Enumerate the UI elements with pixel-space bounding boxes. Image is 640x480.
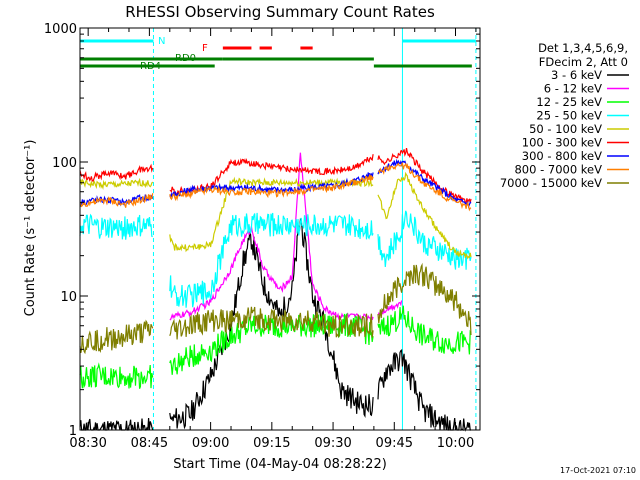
legend-entry-label: 6 - 12 keV <box>544 82 602 96</box>
x-tick-label: 08:45 <box>131 436 168 451</box>
legend-entry-label: 100 - 300 keV <box>522 136 602 150</box>
x-axis-label: Start Time (04-May-04 08:28:22) <box>173 457 387 472</box>
footer-timestamp: 17-Oct-2021 07:10 <box>560 466 636 475</box>
series-line <box>79 210 472 308</box>
series-line <box>79 147 472 206</box>
series-line <box>79 171 472 260</box>
x-tick-label: 09:15 <box>253 436 290 451</box>
x-tick-label: 10:00 <box>437 436 474 451</box>
x-tick-label: 09:00 <box>192 436 229 451</box>
flag-label: N <box>158 36 165 47</box>
y-tick-label: 10 <box>60 290 77 305</box>
axes: 1 10 100 1000 08:30 08:45 09:00 09:15 09:30 09:45… <box>44 22 481 451</box>
chart-title: RHESSI Observing Summary Count Rates <box>125 3 435 21</box>
legend-entry-label: 300 - 800 keV <box>522 149 602 163</box>
y-tick-label: 100 <box>52 156 77 171</box>
flag-label: RD0 <box>175 53 196 64</box>
legend-entry-label: 50 - 100 keV <box>529 122 602 136</box>
series-line <box>79 162 472 212</box>
legend-entry-label: 12 - 25 keV <box>536 95 602 109</box>
legend-entry-label: 7000 - 15000 keV <box>500 176 602 190</box>
y-axis-label: Count Rate (s⁻¹ detector⁻¹) <box>23 140 38 317</box>
x-tick-label: 08:30 <box>69 436 106 451</box>
y-tick-label: 1 <box>69 424 77 439</box>
legend-header: FDecim 2, Att 0 <box>539 55 628 69</box>
plot-frame <box>79 27 481 431</box>
x-tick-label: 09:45 <box>376 436 413 451</box>
legend-entry-label: 3 - 6 keV <box>551 68 602 82</box>
flag-label: RD4 <box>140 61 161 72</box>
series-line <box>79 262 472 355</box>
y-tick-label: 1000 <box>44 22 77 37</box>
plot-area: N F RD0 RD4 <box>79 28 477 432</box>
x-tick-label: 09:30 <box>314 436 351 451</box>
legend-entry-label: 25 - 50 keV <box>536 109 602 123</box>
legend-header: Det 1,3,4,5,6,9, <box>538 41 628 55</box>
flag-label: F <box>202 43 208 54</box>
legend: Det 1,3,4,5,6,9,FDecim 2, Att 03 - 6 keV… <box>500 41 629 190</box>
legend-entry-label: 800 - 7000 keV <box>514 163 602 177</box>
